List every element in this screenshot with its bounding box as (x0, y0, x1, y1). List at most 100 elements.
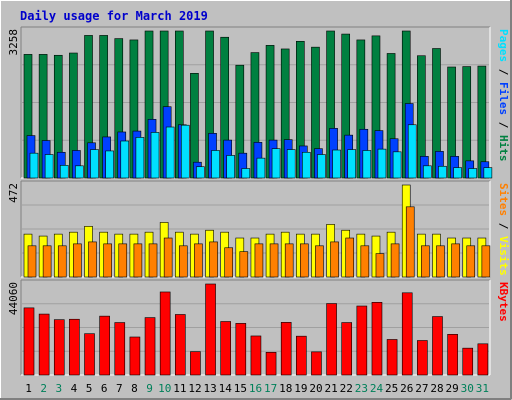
bar-pages-day-21 (332, 149, 341, 179)
bar-kbytes-day-11 (174, 314, 186, 376)
bar-sites-day-7 (118, 243, 128, 278)
bar-sites-day-13 (209, 241, 218, 278)
bar-kbytes-day-20 (311, 351, 322, 376)
bar-kbytes-day-5 (84, 333, 95, 376)
bar-sites-day-4 (73, 243, 82, 278)
bar-kbytes-day-19 (296, 335, 307, 376)
bar-sites-day-16 (254, 243, 264, 278)
panel-2-max-label: 472 (7, 183, 20, 203)
bar-sites-day-6 (103, 243, 112, 278)
bar-pages-day-28 (438, 165, 447, 179)
x-tick-day-25: 25 (385, 382, 398, 395)
bar-kbytes-day-6 (99, 315, 110, 376)
bar-sites-day-12 (194, 243, 203, 278)
bar-kbytes-day-10 (159, 291, 171, 376)
x-tick-day-15: 15 (234, 382, 247, 395)
x-tick-day-2: 2 (40, 382, 47, 395)
bar-pages-day-29 (453, 167, 462, 179)
x-tick-day-22: 22 (340, 382, 353, 395)
x-tick-day-4: 4 (71, 382, 78, 395)
bar-pages-day-17 (271, 148, 281, 179)
x-tick-day-14: 14 (219, 382, 233, 395)
bar-kbytes-day-25 (386, 339, 398, 376)
bar-pages-day-22 (347, 149, 357, 179)
panel-3-legend: KBytes (497, 282, 510, 322)
bar-sites-day-3 (57, 245, 67, 278)
bar-kbytes-day-8 (129, 336, 141, 376)
bar-pages-day-30 (468, 168, 478, 179)
bar-kbytes-day-7 (114, 322, 126, 376)
bar-sites-day-18 (284, 243, 294, 278)
x-tick-day-24: 24 (370, 382, 384, 395)
bar-pages-day-3 (59, 165, 69, 179)
bar-sites-day-30 (466, 245, 476, 278)
bar-sites-day-9 (148, 243, 158, 278)
legend-separator: / (497, 115, 510, 135)
bar-sites-day-20 (315, 245, 324, 278)
bar-kbytes-day-23 (356, 305, 368, 376)
bar-pages-day-23 (362, 150, 372, 179)
bar-pages-day-25 (392, 151, 402, 179)
bar-sites-day-19 (300, 243, 309, 278)
x-tick-day-16: 16 (249, 382, 262, 395)
bar-sites-day-11 (178, 245, 188, 278)
bar-pages-day-8 (135, 137, 145, 179)
bar-kbytes-day-13 (205, 283, 216, 376)
bar-kbytes-day-1 (23, 307, 35, 376)
bar-sites-day-8 (133, 243, 143, 278)
bar-kbytes-day-12 (190, 351, 201, 376)
bar-kbytes-day-29 (447, 334, 458, 376)
panel-2-legend: Sites / Visits (497, 183, 510, 276)
x-tick-day-6: 6 (101, 382, 108, 395)
bar-pages-day-26 (407, 124, 417, 179)
legend-visits: Visits (497, 236, 510, 276)
legend-pages: Pages (497, 29, 510, 62)
x-tick-day-12: 12 (188, 382, 201, 395)
bar-sites-day-15 (239, 251, 249, 278)
bar-pages-day-19 (302, 151, 311, 179)
legend-sites: Sites (497, 183, 510, 216)
bar-sites-day-1 (27, 245, 37, 278)
x-tick-day-18: 18 (279, 382, 292, 395)
bar-kbytes-day-16 (250, 335, 262, 376)
bar-pages-day-13 (211, 150, 220, 179)
bar-sites-day-22 (345, 237, 355, 278)
bar-sites-day-21 (330, 241, 339, 278)
bar-pages-day-24 (377, 148, 387, 179)
bar-hits-day-31 (477, 65, 487, 179)
bar-pages-day-14 (226, 155, 235, 179)
bar-pages-day-1 (29, 152, 39, 179)
bar-pages-day-27 (423, 165, 432, 179)
bar-kbytes-day-17 (265, 351, 277, 376)
bar-sites-day-24 (375, 253, 385, 278)
bar-sites-day-25 (390, 243, 400, 278)
bar-sites-day-10 (163, 237, 173, 278)
bar-sites-day-29 (451, 243, 460, 278)
x-tick-day-13: 13 (203, 382, 216, 395)
legend-separator: / (497, 62, 510, 82)
bar-pages-day-4 (75, 165, 84, 179)
x-tick-day-8: 8 (131, 382, 138, 395)
bar-sites-day-26 (405, 206, 415, 278)
bar-kbytes-day-4 (69, 318, 80, 376)
bar-sites-day-17 (269, 243, 279, 278)
bar-pages-day-11 (180, 124, 190, 179)
bar-pages-day-7 (120, 140, 130, 179)
bar-kbytes-day-27 (417, 340, 428, 376)
bar-kbytes-day-21 (326, 303, 337, 376)
bar-pages-day-12 (196, 166, 205, 179)
bar-pages-day-6 (105, 150, 114, 179)
bar-kbytes-day-14 (220, 321, 231, 376)
x-tick-day-21: 21 (325, 382, 338, 395)
bar-kbytes-day-24 (371, 301, 383, 376)
bar-kbytes-day-22 (341, 322, 353, 376)
bar-pages-day-31 (483, 167, 493, 179)
bar-pages-day-15 (241, 168, 251, 179)
panel-1-legend: Pages / Files / Hits (497, 29, 510, 162)
x-tick-day-9: 9 (146, 382, 153, 395)
bar-pages-day-10 (165, 126, 175, 179)
x-tick-day-19: 19 (294, 382, 307, 395)
bar-kbytes-day-9 (144, 317, 156, 376)
